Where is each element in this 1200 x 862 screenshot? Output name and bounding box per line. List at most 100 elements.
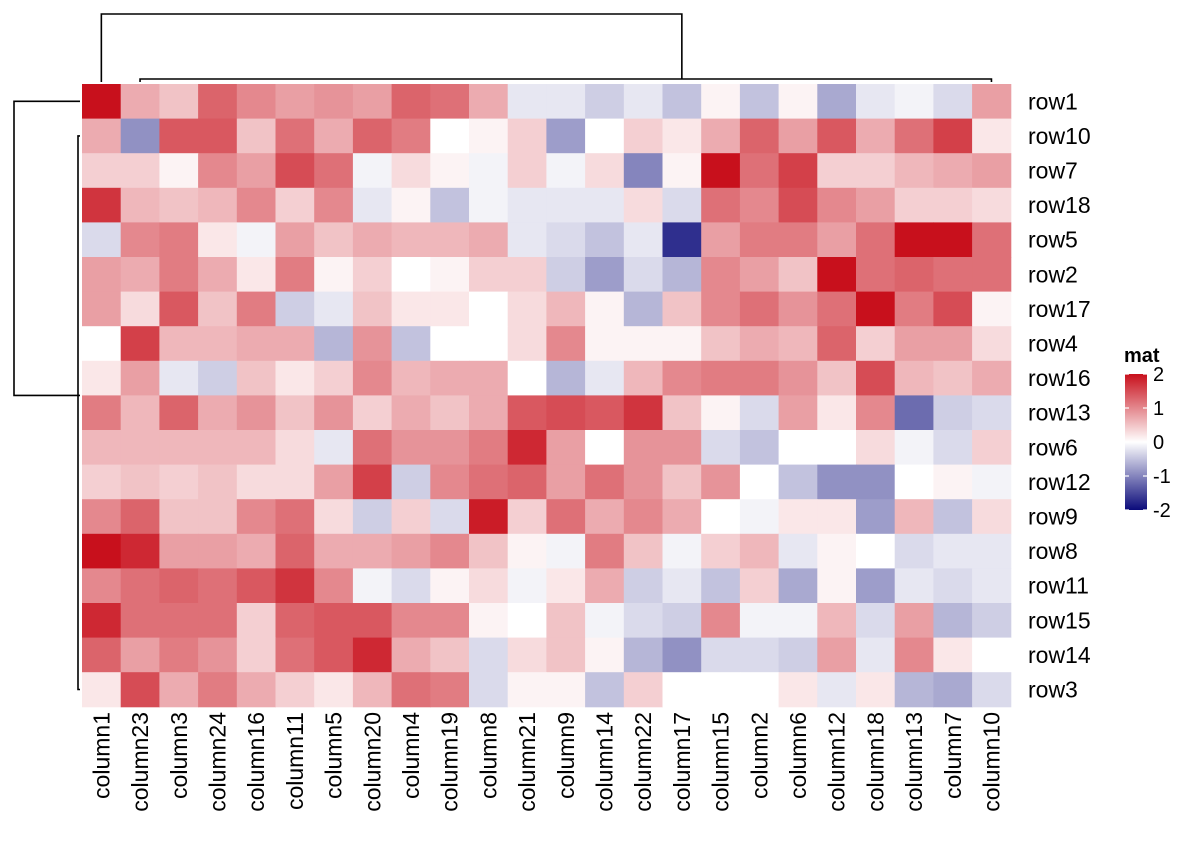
heatmap-cell — [352, 499, 393, 535]
heatmap-cell — [82, 395, 122, 431]
heatmap-cell — [159, 360, 199, 396]
heatmap-cell — [314, 672, 354, 708]
heatmap-cell — [701, 118, 741, 154]
heatmap-cell — [159, 395, 199, 431]
heatmap-cell — [82, 291, 122, 327]
heatmap-cell — [430, 568, 470, 604]
heatmap-cell — [314, 187, 354, 223]
heatmap-cell — [352, 187, 393, 223]
heatmap-cell — [236, 637, 276, 673]
row-label: row12 — [1028, 469, 1091, 495]
heatmap-cell — [894, 153, 934, 189]
heatmap-cell — [933, 637, 973, 673]
heatmap-cell — [546, 187, 586, 223]
heatmap-cell — [275, 187, 315, 223]
heatmap-cell — [701, 603, 741, 639]
heatmap-cell — [817, 360, 857, 396]
heatmap-cell — [585, 603, 625, 639]
heatmap-cell — [933, 118, 973, 154]
heatmap-cell — [469, 499, 509, 535]
heatmap-cell — [314, 395, 354, 431]
heatmap-cell — [314, 464, 354, 500]
heatmap-cell — [159, 637, 199, 673]
heatmap-cell — [236, 153, 276, 189]
heatmap-cell — [778, 291, 818, 327]
heatmap-cell — [623, 326, 663, 362]
heatmap-cell — [701, 153, 741, 189]
heatmap-cell — [236, 603, 276, 639]
heatmap-cell — [778, 84, 818, 120]
heatmap-cell — [662, 568, 702, 604]
heatmap-cell — [856, 118, 896, 154]
heatmap-cell — [159, 84, 199, 120]
heatmap-cell — [972, 326, 1012, 362]
heatmap-cell — [391, 672, 431, 708]
heatmap-cell — [894, 326, 934, 362]
heatmap-cell — [391, 222, 431, 258]
row-label: row7 — [1028, 158, 1078, 184]
heatmap-cell — [662, 395, 702, 431]
heatmap-cell — [585, 326, 625, 362]
heatmap-cell — [701, 291, 741, 327]
heatmap-cell — [236, 568, 276, 604]
heatmap-cell — [469, 326, 509, 362]
row-label: row4 — [1028, 331, 1078, 357]
heatmap-cell — [159, 153, 199, 189]
heatmap-cell — [314, 326, 354, 362]
heatmap-cell — [662, 118, 702, 154]
heatmap-cell — [817, 257, 857, 293]
heatmap-cell — [82, 603, 122, 639]
heatmap-cell — [623, 153, 663, 189]
heatmap-cell — [585, 430, 625, 466]
heatmap-cell — [972, 84, 1012, 120]
heatmap-cell — [469, 603, 509, 639]
heatmap-cell — [507, 291, 547, 327]
heatmap-cell — [275, 326, 315, 362]
row-label: row6 — [1028, 434, 1078, 460]
heatmap-cell — [120, 222, 160, 258]
heatmap-cell — [972, 222, 1012, 258]
column-label: column23 — [127, 712, 153, 812]
heatmap-cell — [391, 84, 431, 120]
heatmap-cell — [933, 672, 973, 708]
heatmap-cell — [314, 153, 354, 189]
heatmap-cell — [856, 257, 896, 293]
heatmap-cell — [933, 153, 973, 189]
heatmap-cell — [469, 118, 509, 154]
heatmap-cell — [82, 257, 122, 293]
heatmap-cell — [275, 118, 315, 154]
heatmap-cell — [778, 153, 818, 189]
heatmap-cell — [546, 603, 586, 639]
heatmap-cell — [856, 222, 896, 258]
heatmap-cell — [623, 222, 663, 258]
row-label: row9 — [1028, 504, 1078, 530]
heatmap-cell — [585, 291, 625, 327]
heatmap-cell — [120, 499, 160, 535]
heatmap-cell — [159, 257, 199, 293]
heatmap-cell — [933, 291, 973, 327]
heatmap-cell — [585, 360, 625, 396]
heatmap-cell — [198, 222, 238, 258]
heatmap-cell — [662, 430, 702, 466]
heatmap-cell — [739, 430, 780, 466]
heatmap-cell — [352, 568, 393, 604]
heatmap-cell — [430, 118, 470, 154]
heatmap-cell — [739, 603, 780, 639]
heatmap-cell — [856, 395, 896, 431]
heatmap-cell — [817, 84, 857, 120]
heatmap-cell — [120, 291, 160, 327]
heatmap-cell — [894, 187, 934, 223]
heatmap-cell — [391, 499, 431, 535]
heatmap-cell — [623, 464, 663, 500]
heatmap-cell — [82, 222, 122, 258]
heatmap-cell — [778, 603, 818, 639]
heatmap-cell — [856, 568, 896, 604]
heatmap-cell — [623, 603, 663, 639]
heatmap-cell — [314, 637, 354, 673]
row-dendrogram-subbranch — [77, 135, 80, 691]
heatmap-cell — [817, 395, 857, 431]
column-dendrogram — [100, 13, 993, 82]
heatmap-cell — [430, 257, 470, 293]
